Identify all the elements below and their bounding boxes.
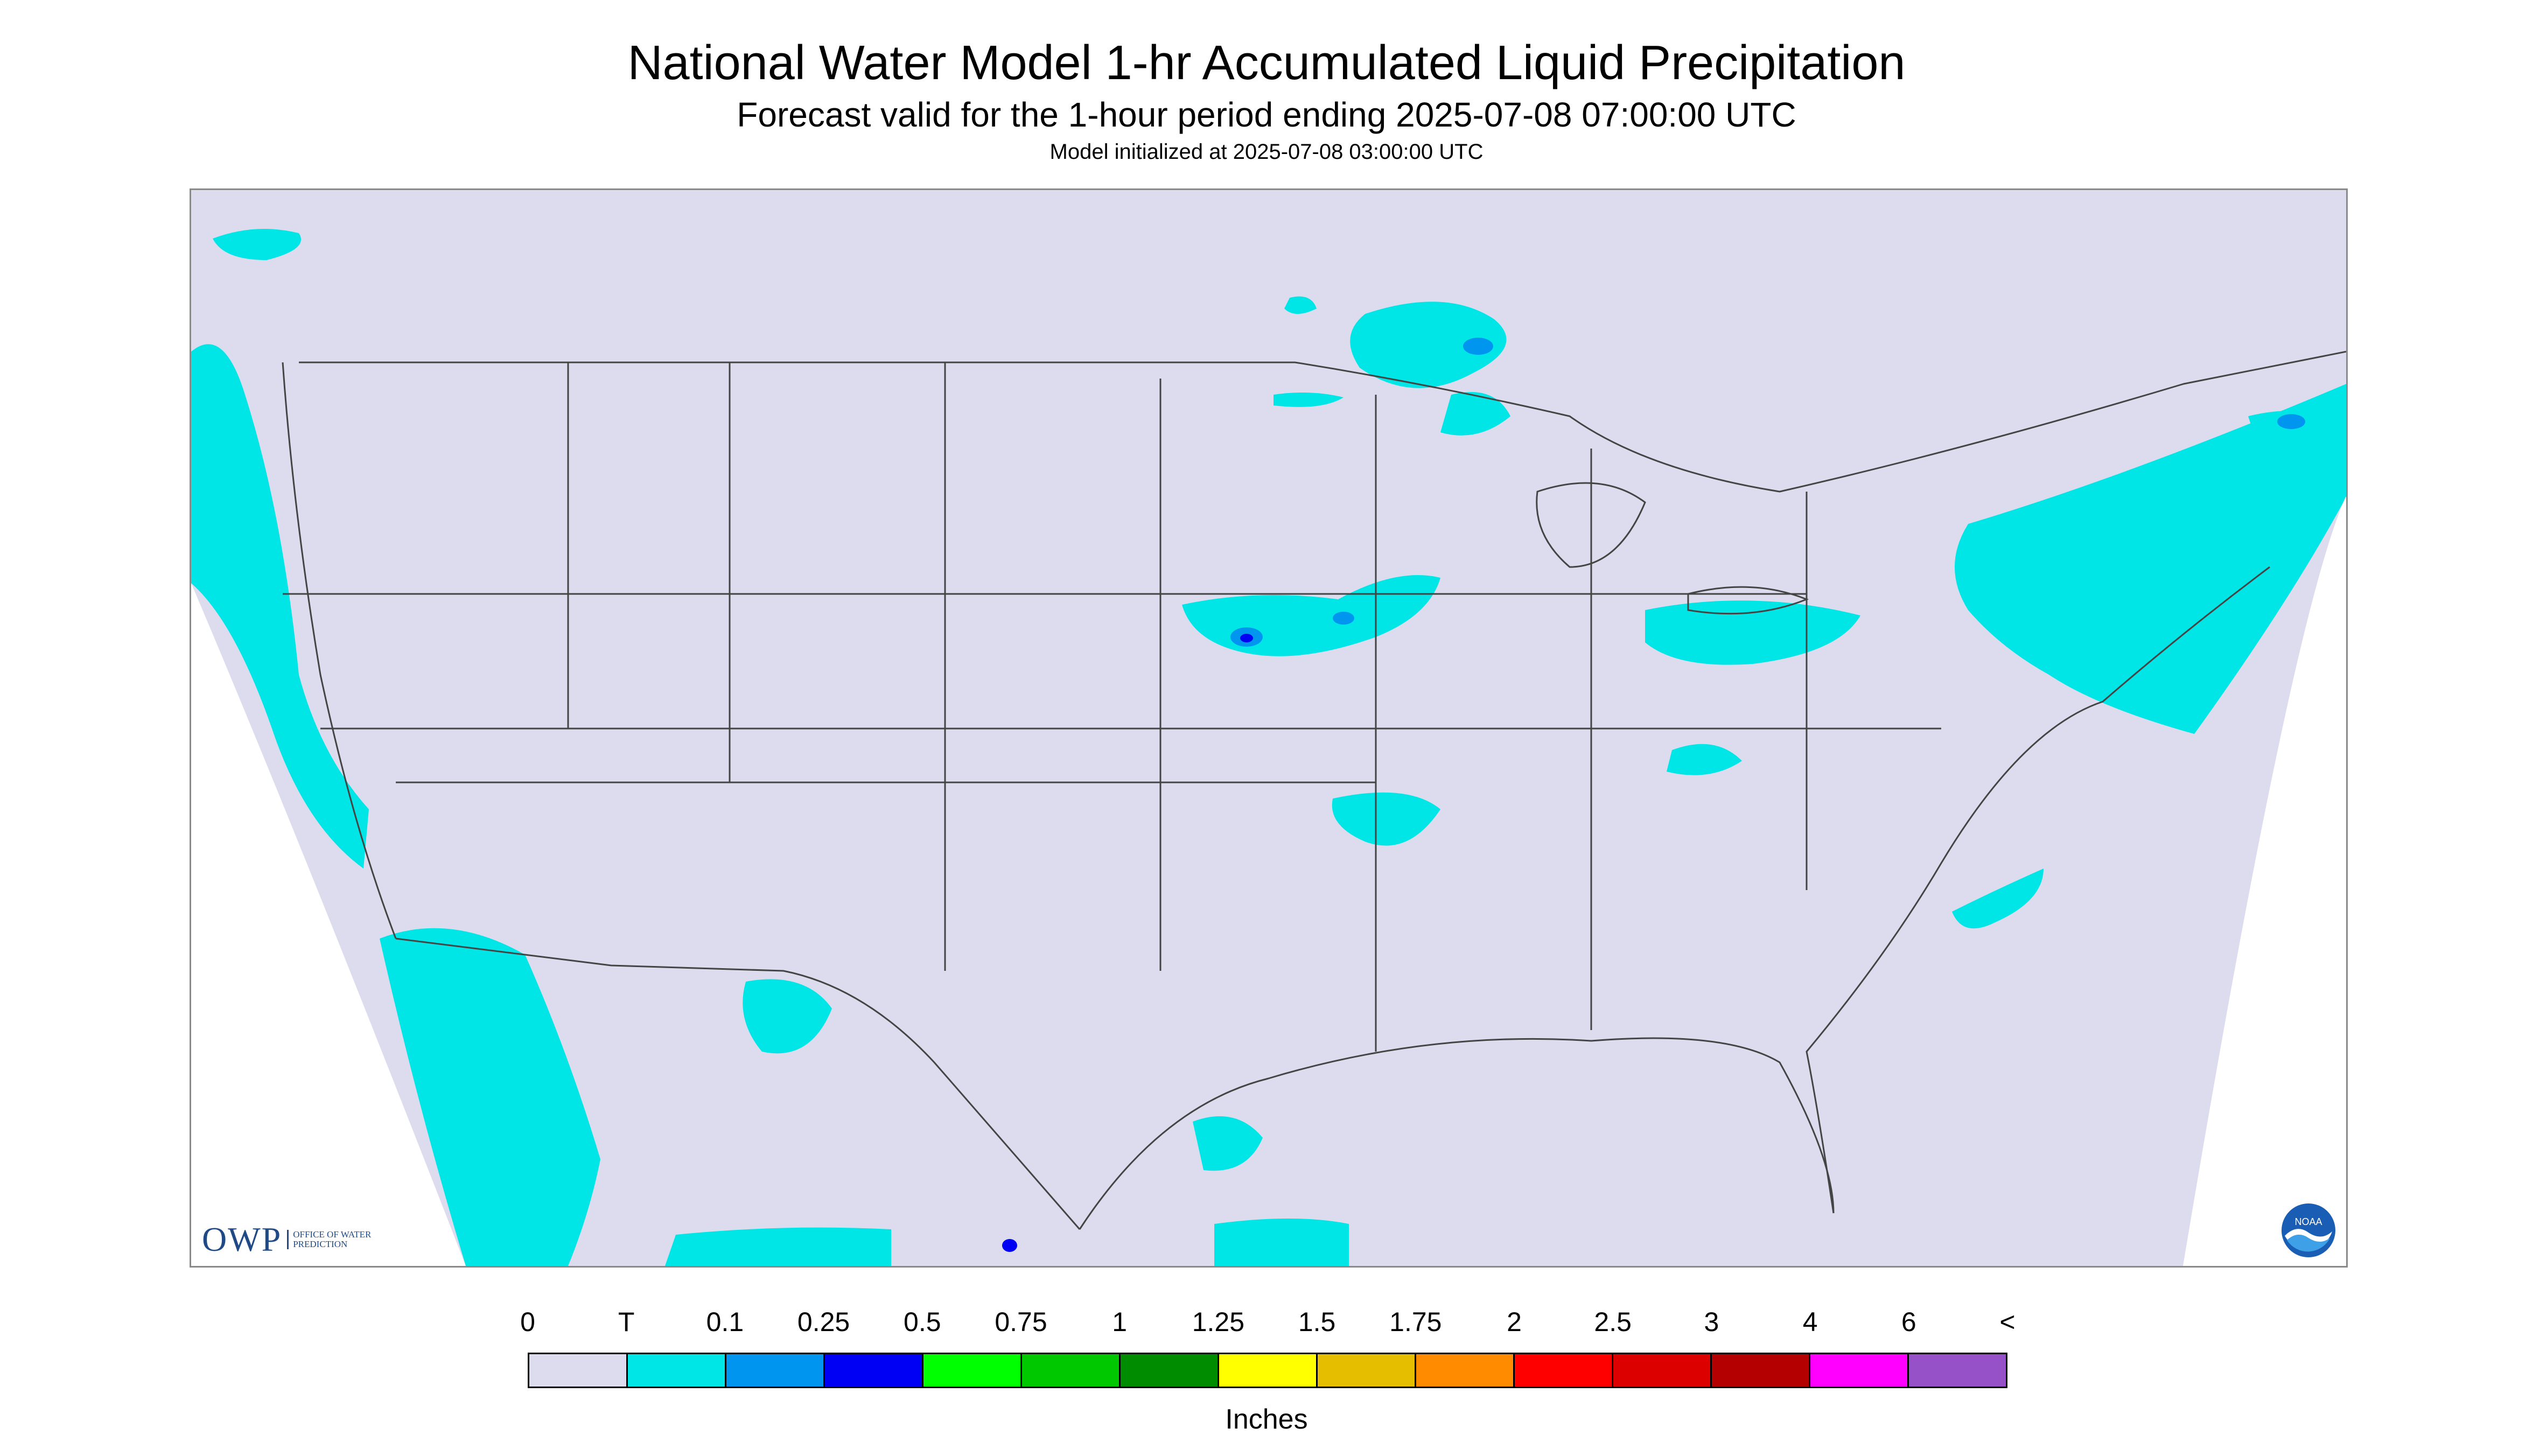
noaa-logo: NOAA xyxy=(2282,1203,2335,1257)
legend-tick-label: 3 xyxy=(1704,1307,1719,1337)
legend-swatch xyxy=(628,1354,726,1387)
west-coast xyxy=(282,362,397,939)
legend-colorbar xyxy=(528,1353,2007,1388)
precip-core-quebec xyxy=(2277,414,2305,429)
precip-upper-michigan xyxy=(1440,392,1510,436)
legend-tick-label: 2 xyxy=(1507,1307,1522,1337)
owp-logo: OWP OFFICE OF WATER PREDICTION xyxy=(202,1220,379,1259)
legend-tick-label: 2.5 xyxy=(1594,1307,1632,1337)
map-canvas xyxy=(191,190,2346,1266)
atlantic-coast xyxy=(1806,566,2270,1214)
precip-arkansas xyxy=(1332,792,1440,846)
legend-tick-label: 0 xyxy=(520,1307,535,1337)
noaa-logo-text: NOAA xyxy=(2294,1216,2322,1227)
legend-tick-label: 0.5 xyxy=(904,1307,941,1337)
legend-tick-label: 1.5 xyxy=(1298,1307,1336,1337)
legend-labels: 0 T 0.1 0.25 0.5 0.75 1 1.25 1.5 1.75 2 2.5 3 4 6 < xyxy=(520,1306,2016,1339)
legend-swatch xyxy=(1219,1354,1318,1387)
us-mexico-border xyxy=(395,937,1081,1230)
chart-title: National Water Model 1-hr Accumulated Li… xyxy=(627,36,1906,90)
legend-tick-label: 6 xyxy=(1901,1307,1916,1337)
state-line-1 xyxy=(567,362,1808,1052)
legend-swatch xyxy=(1613,1354,1712,1387)
precip-core-mexico xyxy=(1002,1239,1017,1252)
precip-pacific-nw-top xyxy=(213,229,301,260)
legend-units: Inches xyxy=(1225,1404,1308,1435)
owp-logo-text: OFFICE OF WATER PREDICTION xyxy=(287,1230,379,1249)
precip-core-superior xyxy=(1463,338,1493,355)
great-lakes xyxy=(1536,482,1809,615)
gulf-coast xyxy=(1079,1037,1835,1230)
legend-swatch xyxy=(1416,1354,1515,1387)
legend-tick-label: 0.75 xyxy=(995,1307,1047,1337)
us-canada-border xyxy=(299,351,2346,493)
model-init-line: Model initialized at 2025-07-08 03:00:00… xyxy=(1049,140,1484,164)
precip-kentucky xyxy=(1667,744,1742,775)
legend-tick-label: 0.25 xyxy=(797,1307,850,1337)
legend-swatch xyxy=(1712,1354,1810,1387)
legend-swatch xyxy=(1022,1354,1121,1387)
state-line-2 xyxy=(283,593,1941,971)
precip-west-coast xyxy=(191,344,369,869)
legend-tick-label: T xyxy=(618,1307,635,1337)
precip-gulf-south xyxy=(1214,1219,1349,1266)
legend-swatch xyxy=(1318,1354,1416,1387)
precip-baja-pacific xyxy=(380,928,600,1266)
precip-minnesota-band xyxy=(1274,393,1344,407)
precip-minnesota-north xyxy=(1284,296,1317,314)
precip-core-iowa xyxy=(1333,612,1354,625)
forecast-valid-subtitle: Forecast valid for the 1-hour period end… xyxy=(737,95,1796,134)
legend-tick-label: 1.75 xyxy=(1389,1307,1442,1337)
legend-swatch xyxy=(529,1354,628,1387)
legend-swatch xyxy=(923,1354,1022,1387)
legend-tick-label: < xyxy=(1999,1307,2016,1337)
precip-mexico-south xyxy=(665,1227,891,1266)
legend-tick-label: 0.1 xyxy=(706,1307,744,1337)
legend-swatch xyxy=(825,1354,923,1387)
legend-swatch xyxy=(1909,1354,2006,1387)
precipitation-map: OWP OFFICE OF WATER PREDICTION NOAA xyxy=(190,188,2348,1268)
precip-core-nebraska-2 xyxy=(1240,634,1253,642)
color-legend: 0 T 0.1 0.25 0.5 0.75 1 1.25 1.5 1.75 2 2.5 3 4 6 < xyxy=(520,1306,2016,1388)
boundaries xyxy=(282,351,2346,1230)
legend-tick-label: 4 xyxy=(1802,1307,1818,1337)
domain-edge xyxy=(2183,496,2346,1266)
owp-logo-mark: OWP xyxy=(202,1220,282,1258)
legend-tick-label: 1.25 xyxy=(1192,1307,1245,1337)
precip-atlantic-cells xyxy=(1952,869,2044,929)
legend-swatch xyxy=(726,1354,825,1387)
precip-northeast xyxy=(1955,384,2346,734)
precip-areas-heavy xyxy=(1002,338,2305,1252)
legend-tick-label: 1 xyxy=(1112,1307,1128,1337)
legend-swatch xyxy=(1810,1354,1909,1387)
legend-swatch xyxy=(1515,1354,1613,1387)
legend-swatch xyxy=(1121,1354,1219,1387)
precip-new-mexico xyxy=(743,979,832,1054)
precip-lake-superior xyxy=(1350,302,1507,388)
precip-texas-coast xyxy=(1193,1116,1263,1171)
